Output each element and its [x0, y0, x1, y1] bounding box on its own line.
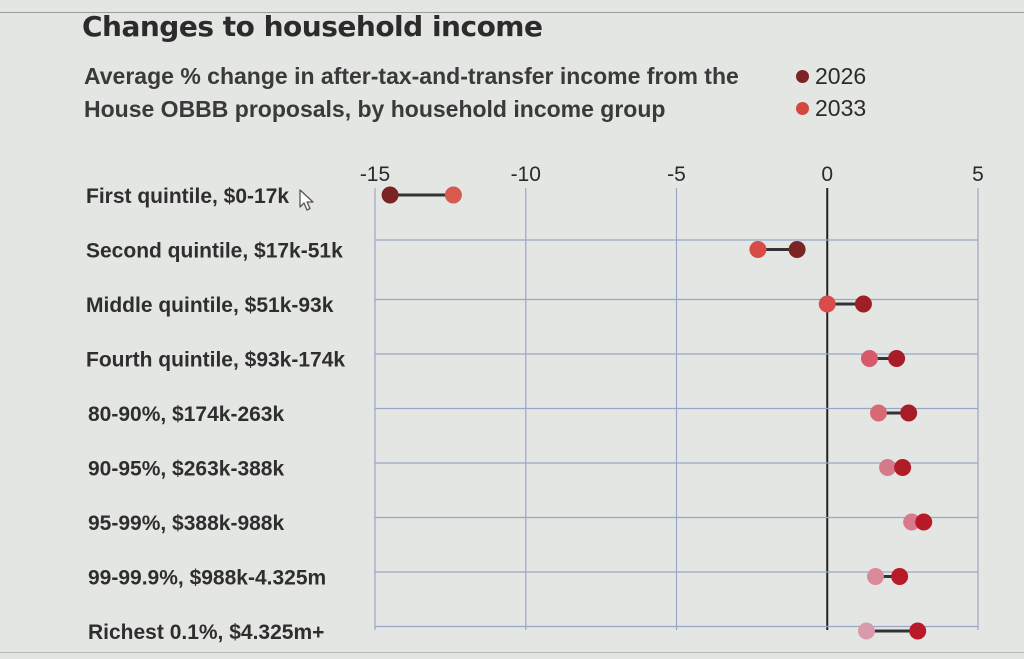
- point-2033: [879, 459, 897, 476]
- category-label: Fourth quintile, $93k-174k: [86, 349, 345, 372]
- x-tick-label: -15: [360, 163, 390, 186]
- category-label: 90-95%, $263k-388k: [88, 458, 284, 481]
- point-2026: [909, 622, 927, 640]
- category-label: Richest 0.1%, $4.325m+: [88, 621, 324, 644]
- category-label: 80-90%, $174k-263k: [88, 403, 284, 426]
- point-2033: [749, 241, 767, 258]
- x-tick-label: 0: [821, 163, 833, 186]
- point-2026: [915, 513, 933, 531]
- category-label: 95-99%, $388k-988k: [88, 512, 284, 535]
- chart-subtitle: Average % change in after-tax-and-transf…: [84, 63, 739, 122]
- top-rule: [0, 12, 1024, 13]
- point-2033: [860, 350, 878, 367]
- point-2033: [903, 513, 921, 531]
- category-label: First quintile, $0-17k: [86, 185, 289, 208]
- point-2026: [891, 568, 909, 585]
- x-tick-label: -10: [511, 163, 541, 186]
- point-2033: [857, 622, 875, 640]
- point-2026: [788, 241, 806, 258]
- point-2026: [900, 404, 918, 422]
- legend-swatch-2026: [796, 69, 809, 83]
- chart-title: Changes to household income: [82, 10, 543, 43]
- point-2033: [870, 404, 888, 422]
- x-tick-label: 5: [972, 163, 984, 186]
- x-tick-label: -5: [667, 163, 686, 186]
- point-2026: [381, 186, 399, 204]
- legend-item-2033: 2033: [796, 92, 866, 124]
- point-2026: [854, 295, 872, 313]
- category-label: 99-99.9%, $988k-4.325m: [88, 567, 326, 590]
- point-2026: [894, 459, 912, 476]
- point-2033: [866, 568, 884, 585]
- point-2026: [888, 350, 906, 367]
- legend-label-2033: 2033: [815, 94, 867, 121]
- category-label: Middle quintile, $51k-93k: [86, 294, 334, 317]
- mouse-cursor-icon: [299, 189, 314, 211]
- legend-label-2026: 2026: [815, 62, 867, 89]
- legend-swatch-2033: [796, 101, 809, 115]
- bottom-rule: [0, 652, 1024, 653]
- category-label: Second quintile, $17k-51k: [86, 240, 343, 263]
- point-2033: [444, 186, 462, 204]
- legend: 2026 2033: [796, 60, 866, 124]
- point-2033: [818, 295, 836, 313]
- legend-item-2026: 2026: [796, 60, 866, 92]
